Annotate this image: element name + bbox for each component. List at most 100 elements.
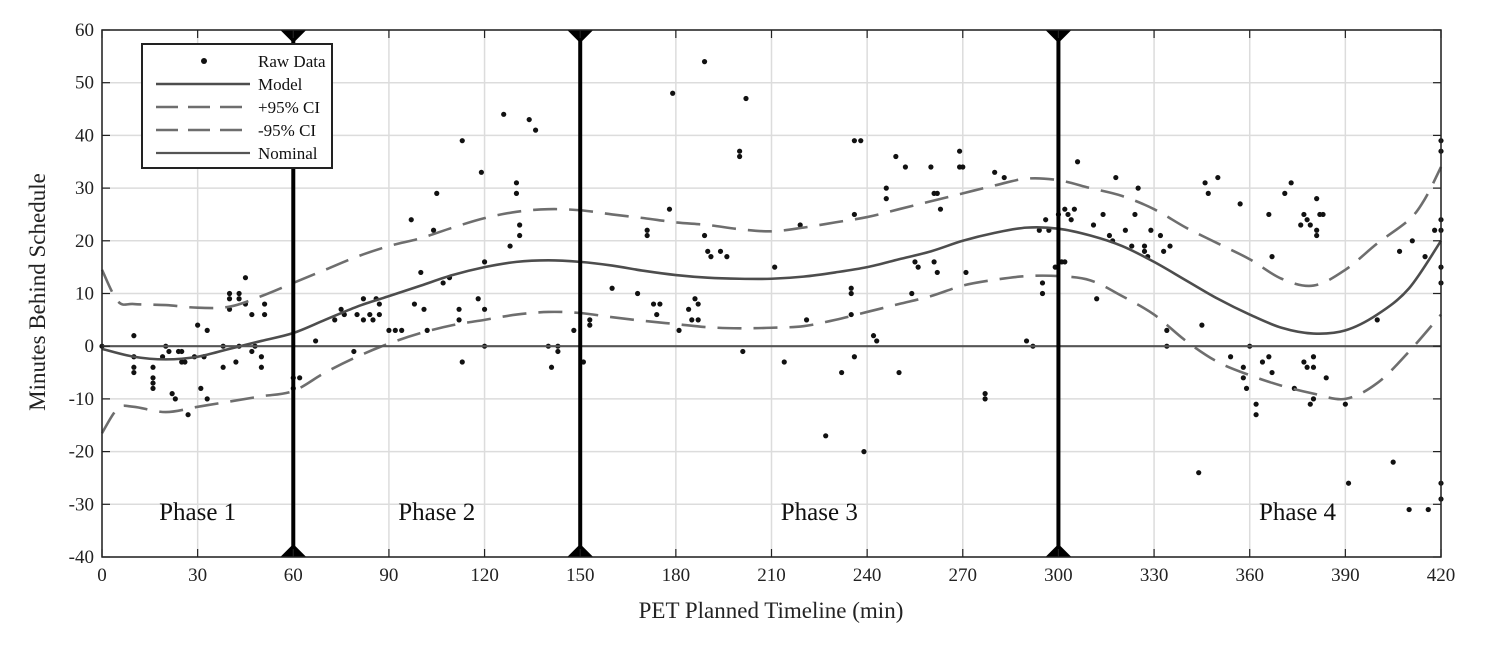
raw-data-point bbox=[1320, 211, 1326, 218]
raw-data-point bbox=[1269, 254, 1275, 260]
raw-data-point bbox=[772, 264, 778, 270]
raw-data-point bbox=[848, 311, 854, 318]
raw-data-point bbox=[851, 138, 857, 144]
raw-data-point bbox=[937, 206, 944, 212]
raw-data-point bbox=[517, 222, 523, 228]
legend-label: +95% CI bbox=[258, 98, 320, 117]
95-ci-line bbox=[100, 274, 1442, 434]
raw-data-point bbox=[182, 359, 188, 365]
raw-data-point bbox=[1100, 211, 1106, 218]
raw-data-point bbox=[1253, 401, 1259, 407]
model-line bbox=[101, 226, 1443, 361]
raw-data-point bbox=[1167, 243, 1173, 249]
raw-data-point bbox=[1243, 385, 1250, 391]
raw-data-point bbox=[1307, 222, 1313, 228]
raw-data-point bbox=[338, 306, 344, 312]
raw-data-point bbox=[481, 306, 488, 312]
raw-data-point bbox=[963, 269, 969, 276]
raw-data-point bbox=[408, 217, 414, 223]
raw-data-point bbox=[934, 190, 940, 196]
raw-data-point bbox=[692, 296, 698, 302]
raw-data-point bbox=[131, 369, 137, 376]
raw-data-point bbox=[430, 227, 437, 233]
raw-data-point bbox=[737, 148, 743, 154]
raw-data-point bbox=[1314, 232, 1320, 239]
legend: Raw Data Model +95% CI -95% CI Nominal bbox=[141, 43, 333, 169]
raw-data-point bbox=[1129, 243, 1135, 249]
raw-data-point bbox=[1157, 232, 1164, 239]
raw-data-point bbox=[1090, 222, 1097, 228]
raw-data-point bbox=[386, 327, 392, 333]
raw-data-point bbox=[717, 248, 724, 254]
raw-data-point bbox=[848, 285, 854, 291]
raw-data-point bbox=[893, 153, 899, 160]
raw-data-point bbox=[131, 333, 137, 339]
raw-data-point bbox=[424, 327, 430, 333]
raw-data-point bbox=[351, 348, 357, 355]
raw-data-point bbox=[1148, 227, 1154, 233]
raw-data-point bbox=[150, 385, 156, 391]
raw-data-point bbox=[1039, 280, 1046, 286]
raw-data-point bbox=[475, 296, 481, 302]
phase-label: Phase 2 bbox=[398, 499, 475, 526]
raw-data-point bbox=[1288, 180, 1294, 186]
legend-label: Nominal bbox=[258, 144, 318, 163]
raw-data-point bbox=[258, 354, 265, 360]
raw-data-point bbox=[399, 327, 405, 333]
raw-data-point bbox=[587, 317, 593, 323]
raw-data-point bbox=[1062, 206, 1068, 212]
raw-data-point bbox=[1266, 211, 1272, 218]
y-tick-label: 0 bbox=[85, 336, 95, 357]
raw-data-point bbox=[1425, 506, 1431, 513]
raw-data-point bbox=[150, 364, 156, 370]
raw-data-point bbox=[249, 348, 255, 355]
raw-data-point bbox=[1074, 159, 1081, 165]
raw-data-point bbox=[982, 396, 988, 402]
raw-data-point bbox=[1298, 222, 1304, 228]
x-tick-label: 330 bbox=[1140, 565, 1169, 586]
raw-data-point bbox=[258, 364, 265, 370]
raw-data-point bbox=[376, 311, 382, 318]
raw-data-point bbox=[701, 232, 708, 239]
raw-data-point bbox=[1282, 190, 1288, 196]
legend-label: Model bbox=[258, 75, 303, 94]
raw-data-point bbox=[644, 232, 650, 239]
raw-data-point bbox=[609, 285, 615, 291]
x-tick-label: 30 bbox=[188, 565, 207, 586]
raw-data-point bbox=[440, 280, 446, 286]
raw-data-point bbox=[172, 396, 178, 402]
raw-data-point bbox=[1227, 354, 1234, 360]
raw-data-point bbox=[236, 296, 242, 302]
x-axis-title: PET Planned Timeline (min) bbox=[639, 598, 904, 623]
raw-data-point bbox=[686, 306, 692, 312]
raw-data-point bbox=[982, 391, 988, 397]
phase-label: Phase 3 bbox=[781, 499, 858, 526]
x-tick-label: 300 bbox=[1044, 565, 1073, 586]
raw-data-point bbox=[1106, 232, 1113, 239]
raw-data-point bbox=[507, 243, 513, 249]
raw-data-point bbox=[1164, 327, 1170, 333]
raw-data-point bbox=[848, 290, 854, 297]
raw-data-point bbox=[513, 190, 520, 196]
raw-data-point bbox=[555, 348, 561, 355]
raw-data-point bbox=[242, 275, 249, 281]
raw-data-point bbox=[501, 111, 507, 117]
raw-data-point bbox=[1023, 338, 1030, 344]
raw-data-point bbox=[708, 254, 714, 260]
raw-data-point bbox=[220, 364, 226, 370]
raw-data-point bbox=[650, 301, 657, 307]
raw-data-point bbox=[676, 327, 682, 333]
raw-data-point bbox=[226, 290, 233, 297]
raw-data-point bbox=[1301, 211, 1307, 218]
raw-data-point bbox=[204, 327, 210, 333]
raw-data-point bbox=[666, 206, 673, 212]
raw-data-point bbox=[1068, 217, 1074, 223]
raw-data-point bbox=[195, 322, 201, 328]
raw-data-point bbox=[1071, 206, 1077, 212]
y-tick-label: -10 bbox=[69, 389, 94, 410]
raw-data-point bbox=[644, 227, 650, 233]
raw-data-point bbox=[839, 369, 845, 376]
raw-data-point bbox=[737, 153, 743, 160]
x-tick-label: 210 bbox=[757, 565, 786, 586]
x-tick-label: 150 bbox=[566, 565, 595, 586]
